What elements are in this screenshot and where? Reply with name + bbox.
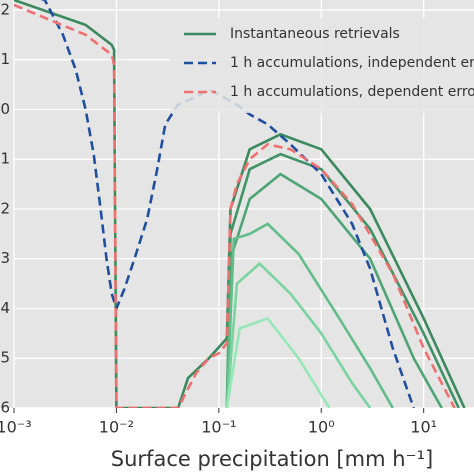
legend-label: 1 h accumulations, dependent erro [230,84,474,100]
legend-label: 1 h accumulations, independent er [230,55,474,71]
series-line [225,316,331,408]
y-tick-label: 0 [0,100,10,118]
x-axis-label: Surface precipitation [mm h⁻¹] [111,447,433,471]
y-tick-label: -4 [0,299,10,317]
y-tick-label: 2 [0,0,10,18]
x-tick-label: 10⁻³ [0,418,32,437]
legend-box [170,18,474,113]
y-tick-label: -2 [0,199,10,217]
y-tick-label: -6 [0,399,10,417]
series-line [14,3,456,408]
x-tick-label: 10⁰ [308,418,335,437]
x-tick-label: 10⁻² [99,418,134,437]
x-tick-label: 10⁻¹ [201,418,236,437]
y-tick-label: -1 [0,150,10,168]
legend-label: Instantaneous retrievals [230,26,400,42]
lines [14,0,466,408]
legend: Instantaneous retrievals 1 h accumulation… [170,18,474,113]
series-line [225,261,372,408]
series-line [225,222,394,408]
series-line [14,0,466,408]
y-tick-label: 1 [0,50,10,68]
y-tick-label: -5 [0,349,10,367]
x-tick-label: 10¹ [410,418,437,437]
y-tick-label: -3 [0,249,10,267]
series-line [225,152,460,408]
